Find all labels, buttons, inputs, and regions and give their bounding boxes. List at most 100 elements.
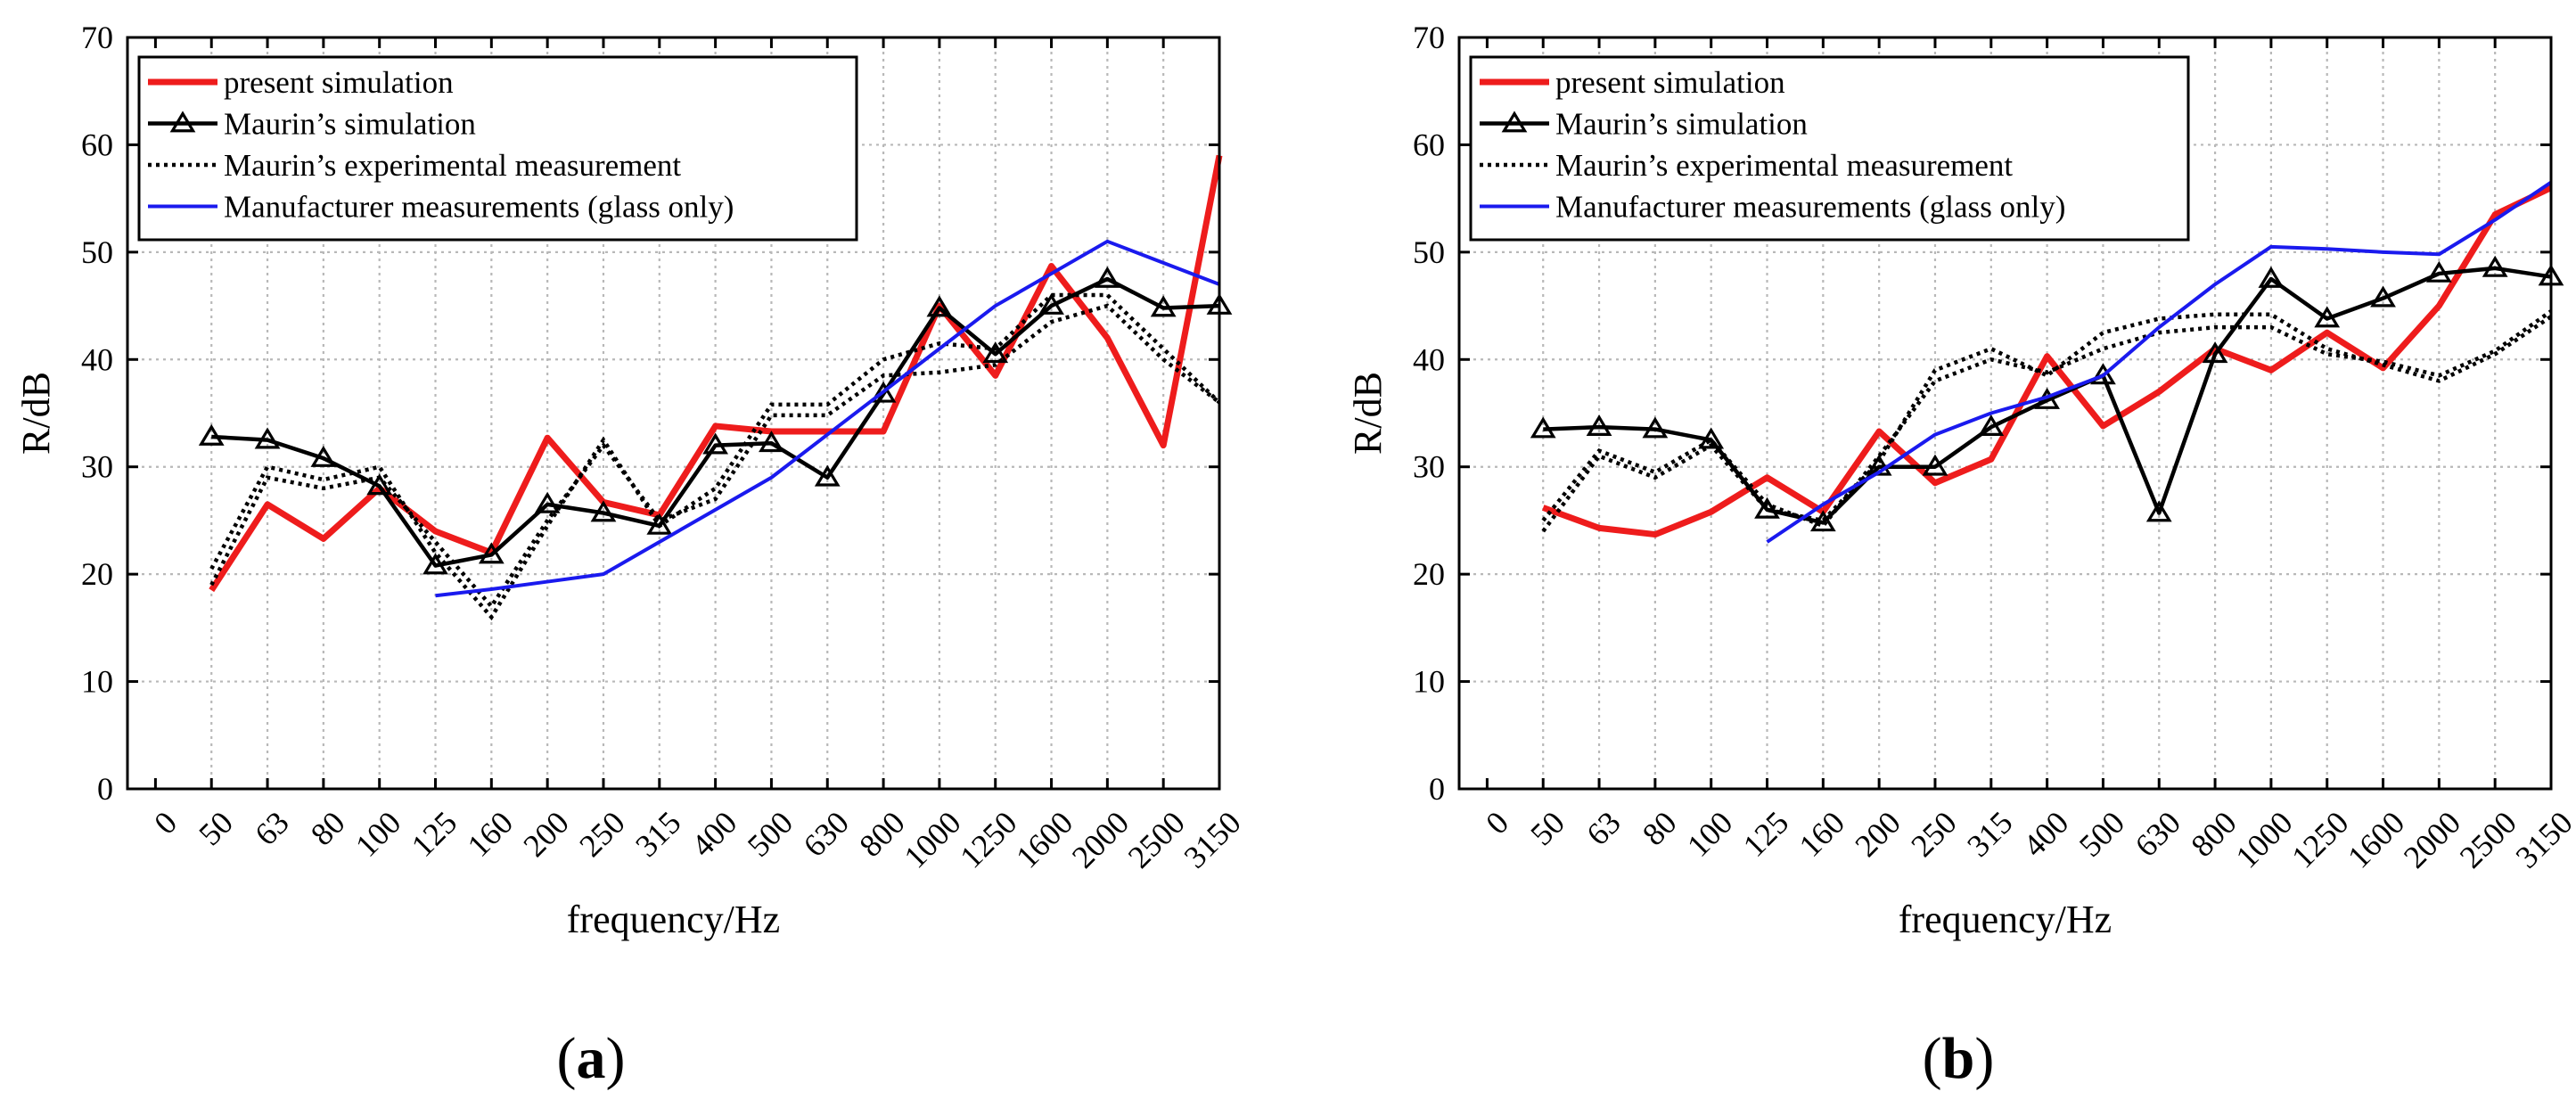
y-axis-title: R/dB xyxy=(1346,372,1390,455)
data-point-triangle xyxy=(1978,414,2005,437)
data-point-triangle xyxy=(2145,500,2172,522)
data-point-triangle xyxy=(702,432,728,455)
series-black-dotted-2 xyxy=(209,292,1221,621)
data-point-triangle xyxy=(2482,255,2508,277)
legend: present simulation Maurin’s simulation Mau… xyxy=(137,55,858,242)
data-point-triangle xyxy=(2425,260,2452,283)
series-blue-thin-4 xyxy=(1766,180,2553,544)
y-tick-label: 0 xyxy=(97,771,113,807)
x-tick-label: 2000 xyxy=(1065,804,1136,874)
x-tick-label: 1000 xyxy=(897,804,967,874)
legend-box xyxy=(137,55,858,242)
series-black-dotted-3 xyxy=(209,303,1221,610)
y-tick-label: 0 xyxy=(1429,771,1445,807)
y-tick-label: 10 xyxy=(81,664,113,700)
data-point-triangle xyxy=(2314,306,2341,328)
y-axis-title: R/dB xyxy=(14,372,58,455)
x-tick-label: 250 xyxy=(1904,804,1963,863)
data-point-triangle xyxy=(2370,285,2396,308)
x-tick-label: 630 xyxy=(2129,804,2187,863)
y-tick-label: 40 xyxy=(81,341,113,377)
x-tick-label: 1250 xyxy=(2285,804,2355,874)
data-point-triangle xyxy=(814,464,841,487)
x-tick-label: 400 xyxy=(685,804,743,863)
series-black-dotted-2 xyxy=(1541,312,2553,533)
x-tick-label: 160 xyxy=(461,804,520,863)
series-red-thick-0 xyxy=(1542,185,2553,538)
x-tick-label: 0 xyxy=(147,804,184,841)
data-point-triangle xyxy=(1038,292,1064,315)
legend-box xyxy=(1469,55,2190,242)
data-point-triangle xyxy=(590,500,617,522)
data-point-triangle xyxy=(926,295,953,317)
data-point-triangle xyxy=(759,431,784,453)
legend: present simulation Maurin’s simulation Mau… xyxy=(1469,55,2190,242)
data-point-triangle xyxy=(422,553,448,575)
series-black-dotted-3 xyxy=(1541,309,2553,529)
data-point-triangle xyxy=(254,427,281,449)
data-point-triangle xyxy=(2090,363,2116,385)
y-tick-label: 50 xyxy=(81,234,113,270)
x-tick-label: 200 xyxy=(516,804,575,863)
series-line xyxy=(209,292,1221,621)
legend-label: Maurin’s simulation xyxy=(1555,107,1808,142)
x-tick-label: 80 xyxy=(304,804,352,852)
series-line xyxy=(1541,309,2553,529)
y-tick-label: 10 xyxy=(1413,664,1445,700)
x-tick-label: 63 xyxy=(1579,804,1628,852)
series-black-triangle-1 xyxy=(198,266,1233,575)
x-tick-label: 1250 xyxy=(953,804,1023,874)
panel-label-a: (a) xyxy=(556,1026,626,1091)
x-tick-label: 125 xyxy=(1736,804,1795,863)
data-point-triangle xyxy=(198,423,225,446)
data-point-triangle xyxy=(646,513,673,535)
y-tick-label: 40 xyxy=(1413,341,1445,377)
y-tick-label: 50 xyxy=(1413,234,1445,270)
series-line xyxy=(211,276,1220,568)
x-tick-label: 3150 xyxy=(1177,804,1248,874)
legend-label: present simulation xyxy=(224,65,454,100)
data-point-triangle xyxy=(870,381,897,403)
data-point-triangle xyxy=(1586,414,1612,437)
y-tick-label: 70 xyxy=(1413,20,1445,55)
x-axis-title: frequency/Hz xyxy=(567,898,780,941)
x-tick-label: 2000 xyxy=(2397,804,2467,874)
x-tick-label: 630 xyxy=(797,804,856,863)
data-point-triangle xyxy=(2258,266,2285,288)
y-tick-label: 60 xyxy=(1413,127,1445,162)
x-tick-label: 2500 xyxy=(2453,804,2523,874)
series-line xyxy=(209,303,1221,610)
x-tick-label: 2500 xyxy=(1121,804,1192,874)
x-tick-label: 100 xyxy=(1680,804,1739,863)
data-point-triangle xyxy=(1754,496,1780,519)
data-point-triangle xyxy=(1094,266,1120,288)
y-tick-label: 20 xyxy=(1413,556,1445,592)
series-line xyxy=(1541,312,2553,533)
x-tick-label: 125 xyxy=(405,804,464,863)
x-tick-label: 3150 xyxy=(2509,804,2576,874)
legend-label: Manufacturer measurements (glass only) xyxy=(224,190,734,225)
data-point-triangle xyxy=(2202,341,2228,364)
data-point-triangle xyxy=(1922,454,1948,476)
data-point-triangle xyxy=(1530,416,1556,439)
x-tick-label: 500 xyxy=(2072,804,2131,863)
data-point-triangle xyxy=(1150,295,1177,317)
x-tick-label: 500 xyxy=(741,804,800,863)
x-tick-label: 200 xyxy=(1848,804,1907,863)
x-tick-label: 1000 xyxy=(2228,804,2299,874)
y-tick-label: 30 xyxy=(1413,449,1445,485)
legend-label: Manufacturer measurements (glass only) xyxy=(1555,190,2065,225)
data-point-triangle xyxy=(310,445,337,467)
series-line xyxy=(1542,185,2553,538)
y-tick-label: 60 xyxy=(81,127,113,162)
y-tick-label: 70 xyxy=(81,20,113,55)
x-tick-label: 315 xyxy=(1960,804,2019,863)
x-tick-label: 63 xyxy=(248,804,296,852)
x-tick-label: 50 xyxy=(1523,804,1571,852)
legend-label: Maurin’s simulation xyxy=(224,107,476,142)
series-line xyxy=(1766,180,2553,544)
data-point-triangle xyxy=(982,341,1009,364)
series-line xyxy=(1543,266,2552,525)
